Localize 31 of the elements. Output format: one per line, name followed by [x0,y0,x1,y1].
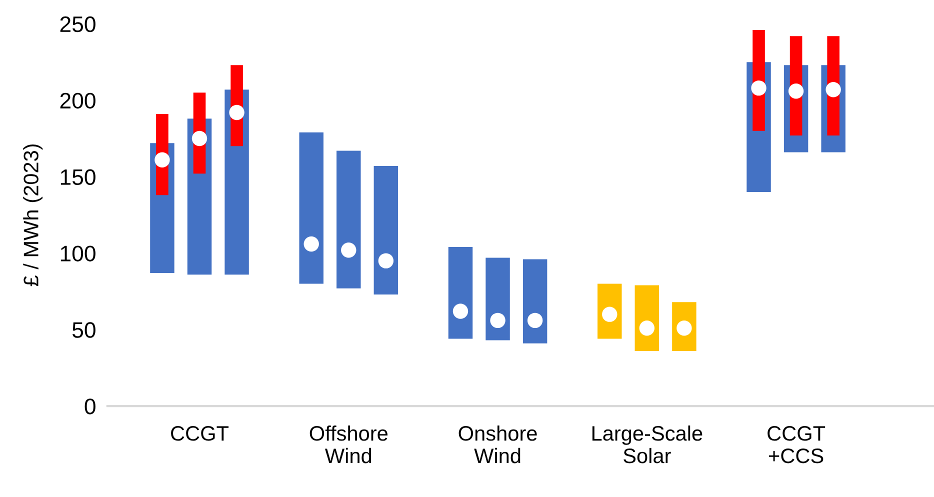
x-tick-label: CCGT +CCS [768,426,826,464]
x-tick-label: CCGT [171,426,229,441]
y-tick-label: 150 [60,169,96,186]
point [192,130,208,146]
point [788,84,804,99]
y-tick-label: 200 [60,92,96,109]
point [751,80,766,96]
point [527,312,543,328]
y-tick-label: 50 [72,322,96,338]
y-tick-label: 0 [84,398,96,414]
x-tick-label: Large-Scale Solar [592,425,702,464]
point [452,304,468,319]
y-tick-label: 250 [60,16,96,32]
point [154,152,170,168]
x-tick-label: Offshore Wind [310,425,388,464]
y-axis-title: £ / MWh (2023) [23,144,43,286]
point [341,242,356,258]
point [378,253,394,268]
bar [374,166,398,294]
point [826,82,841,98]
point [229,104,244,120]
bar [448,247,473,339]
bar [486,258,510,340]
y-tick-label: 100 [60,246,96,262]
point [639,320,655,336]
bar [336,150,361,288]
point [304,236,319,252]
bar [522,259,548,344]
x-tick-label: Onshore Wind [458,425,537,464]
bar [299,132,324,284]
point [490,312,506,328]
